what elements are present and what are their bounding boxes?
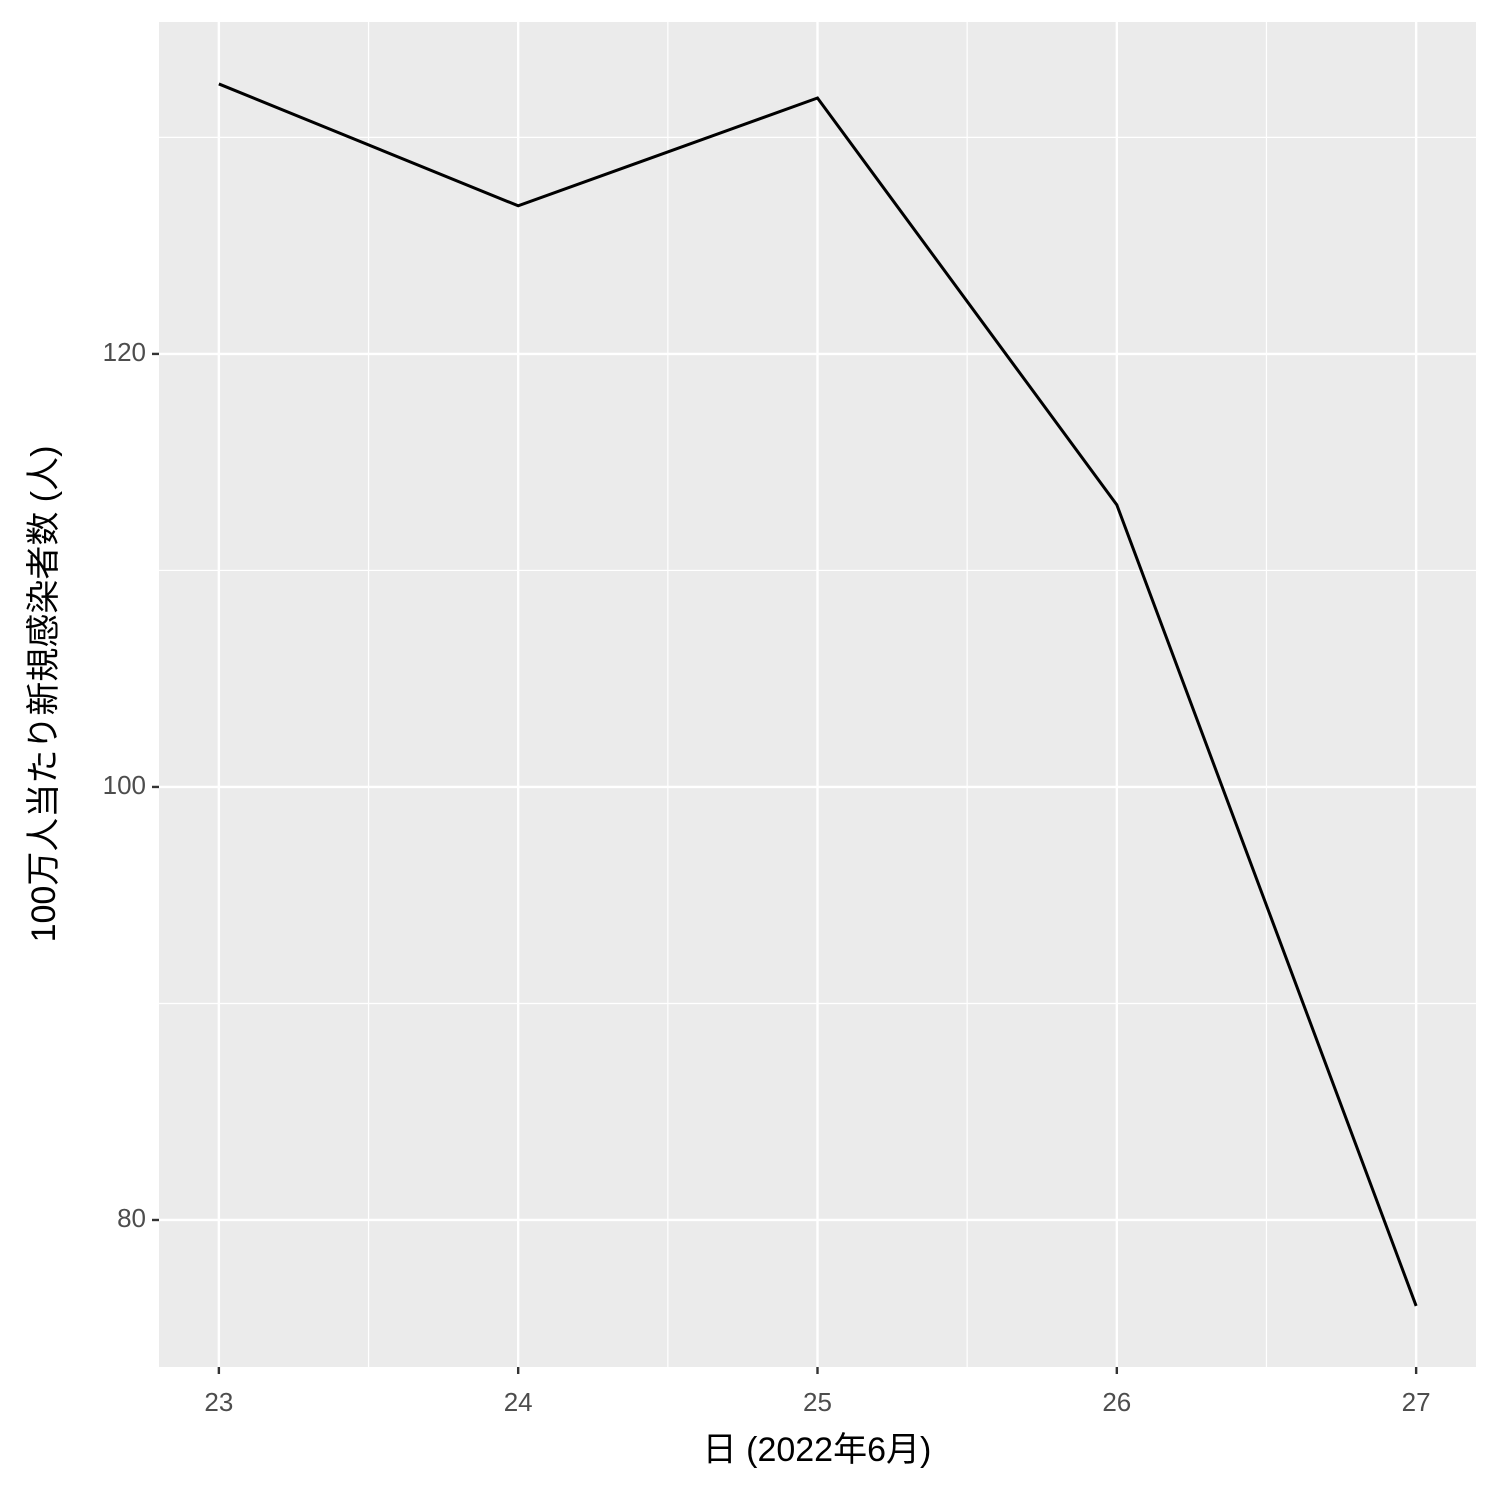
y-tick-label: 100 [103,770,146,800]
y-axis-title: 100万人当たり新規感染者数 (人) [25,446,63,943]
y-tick-label: 120 [103,337,146,367]
y-tick-label: 80 [117,1203,146,1233]
x-tick-label: 23 [204,1387,233,1417]
x-tick-label: 25 [803,1387,832,1417]
axes: 23 24 25 26 27 80 100 120 [103,337,1431,1417]
x-axis-title: 日 (2022年6月) [703,1431,932,1469]
line [218,82,1418,1307]
marks [218,82,1418,1307]
x-tick-label: 26 [1102,1387,1131,1417]
x-tick-label: 27 [1402,1387,1431,1417]
grid [159,22,1476,1367]
x-tick-label: 24 [504,1387,533,1417]
